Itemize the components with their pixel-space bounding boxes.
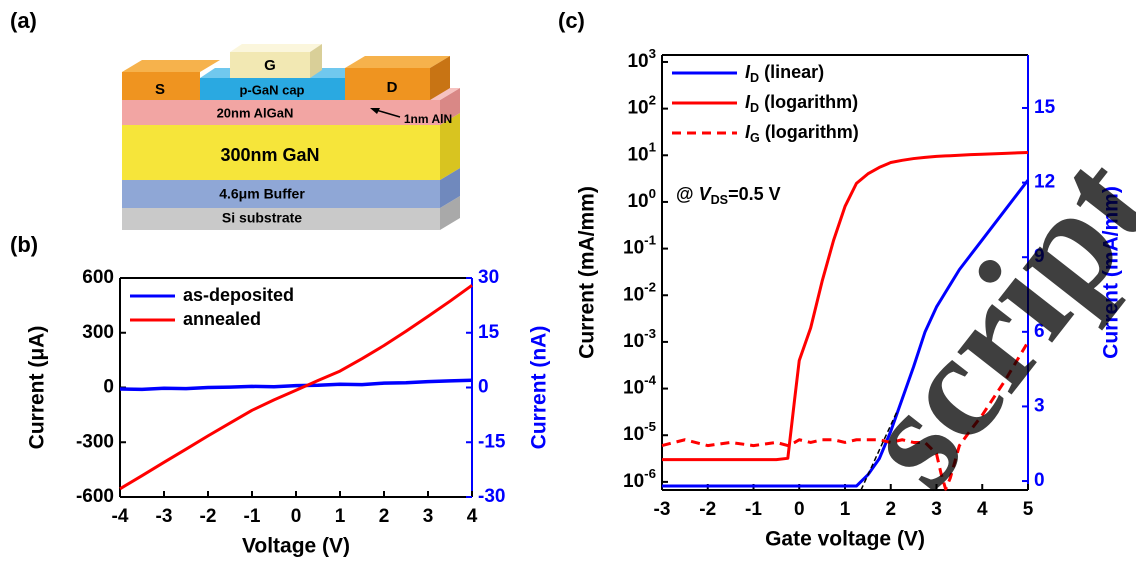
x-tick-label: 2 xyxy=(379,506,390,527)
y-tick-label: 10-5 xyxy=(623,419,657,446)
source-top xyxy=(122,60,220,72)
x-tick-label: -1 xyxy=(745,499,762,520)
legend-label: ID (logarithm) xyxy=(745,92,858,116)
buffer-label: 4.6μm Buffer xyxy=(219,186,305,202)
y-tick-label: 101 xyxy=(627,139,656,166)
x-tick-label: 2 xyxy=(885,499,896,520)
y-tick-label: 10-2 xyxy=(623,279,656,306)
x-tick-label: -4 xyxy=(112,506,129,527)
cap-label: p-GaN cap xyxy=(239,82,304,97)
annotation-part: =0.5 V xyxy=(728,184,781,204)
x-tick-label: 5 xyxy=(1023,499,1034,520)
x-tick-label: 3 xyxy=(423,506,434,527)
annotation-part: DS xyxy=(711,193,729,207)
y-tick-label: 100 xyxy=(627,185,656,212)
x-tick-label: -3 xyxy=(156,506,173,527)
channel-label: 300nm GaN xyxy=(220,145,319,165)
y-tick-label: 0 xyxy=(103,377,114,398)
y2-axis-label: Current (nA) xyxy=(528,326,551,450)
x-axis-label: Voltage (V) xyxy=(242,535,350,558)
source-label: S xyxy=(155,81,165,98)
y2-tick-label: -15 xyxy=(478,431,506,452)
gate-top xyxy=(230,44,322,52)
chart: -4 -3 -2 -1 0 1 2 3 4 -600 -300 0 300 600 -30 -15 0 15 30 V… xyxy=(26,267,551,558)
y-tick-label: 102 xyxy=(627,92,656,119)
x-tick-label: -2 xyxy=(200,506,217,527)
barrier-label: 20nm AlGaN xyxy=(217,105,294,120)
y2-tick-label: 0 xyxy=(1034,470,1045,491)
panel-label: (b) xyxy=(10,232,38,257)
legend-label: IG (logarithm) xyxy=(745,122,859,146)
annotation-part: @ xyxy=(676,184,699,204)
panel-label: (c) xyxy=(558,8,585,33)
device-diagram: G S D p-GaN cap 20nm AlGaN 1nm AlN 300nm… xyxy=(122,44,460,230)
y2-tick-label: 30 xyxy=(478,267,499,288)
y-tick-label: 103 xyxy=(627,45,656,72)
interlayer-label: 1nm AlN xyxy=(404,112,452,126)
substrate-label: Si substrate xyxy=(222,210,302,226)
figure: (a) (b) (c) G S D p-GaN c xyxy=(0,0,1136,574)
x-tick-label: 0 xyxy=(291,506,302,527)
x-tick-label: 0 xyxy=(794,499,805,520)
y2-tick-label: 0 xyxy=(478,377,489,398)
y2-tick-label: -30 xyxy=(478,486,505,507)
x-tick-label: -2 xyxy=(699,499,716,520)
y-tick-label: 10-6 xyxy=(623,465,656,492)
y-tick-label: 300 xyxy=(82,322,114,343)
x-tick-label: 4 xyxy=(977,499,988,520)
y2-tick-label: 15 xyxy=(1034,97,1056,118)
watermark: script xyxy=(827,125,1136,516)
legend-label: ID (linear) xyxy=(745,62,824,86)
drain-label: D xyxy=(387,79,398,96)
x-tick-label: 1 xyxy=(840,499,851,520)
y-axis-label: Current (μA) xyxy=(26,326,49,450)
y-tick-label: 10-3 xyxy=(623,325,656,352)
x-axis-label: Gate voltage (V) xyxy=(765,528,925,551)
x-tick-label: 4 xyxy=(467,506,478,527)
x-tick-label: -1 xyxy=(244,506,261,527)
y-tick-label: 10-1 xyxy=(623,232,657,259)
x-tick-label: 1 xyxy=(335,506,346,527)
y-tick-label: -600 xyxy=(76,486,114,507)
y-tick-label: 10-4 xyxy=(623,372,657,399)
y2-tick-label: 15 xyxy=(478,322,500,343)
panel-label: (a) xyxy=(10,8,37,33)
legend-label: annealed xyxy=(183,309,261,329)
legend-label: as-deposited xyxy=(183,285,294,305)
x-tick-label: -3 xyxy=(654,499,671,520)
y-tick-label: 600 xyxy=(82,267,114,288)
series-line xyxy=(120,380,472,389)
page: { "panel_labels": ["(a)", "(b)", "(c)"],… xyxy=(0,0,1136,574)
gate-label: G xyxy=(264,57,276,74)
annotation: @ VDS=0.5 V xyxy=(676,184,781,208)
y-axis-label: Current (mA/mm) xyxy=(576,186,599,359)
y-tick-label: -300 xyxy=(76,431,114,452)
